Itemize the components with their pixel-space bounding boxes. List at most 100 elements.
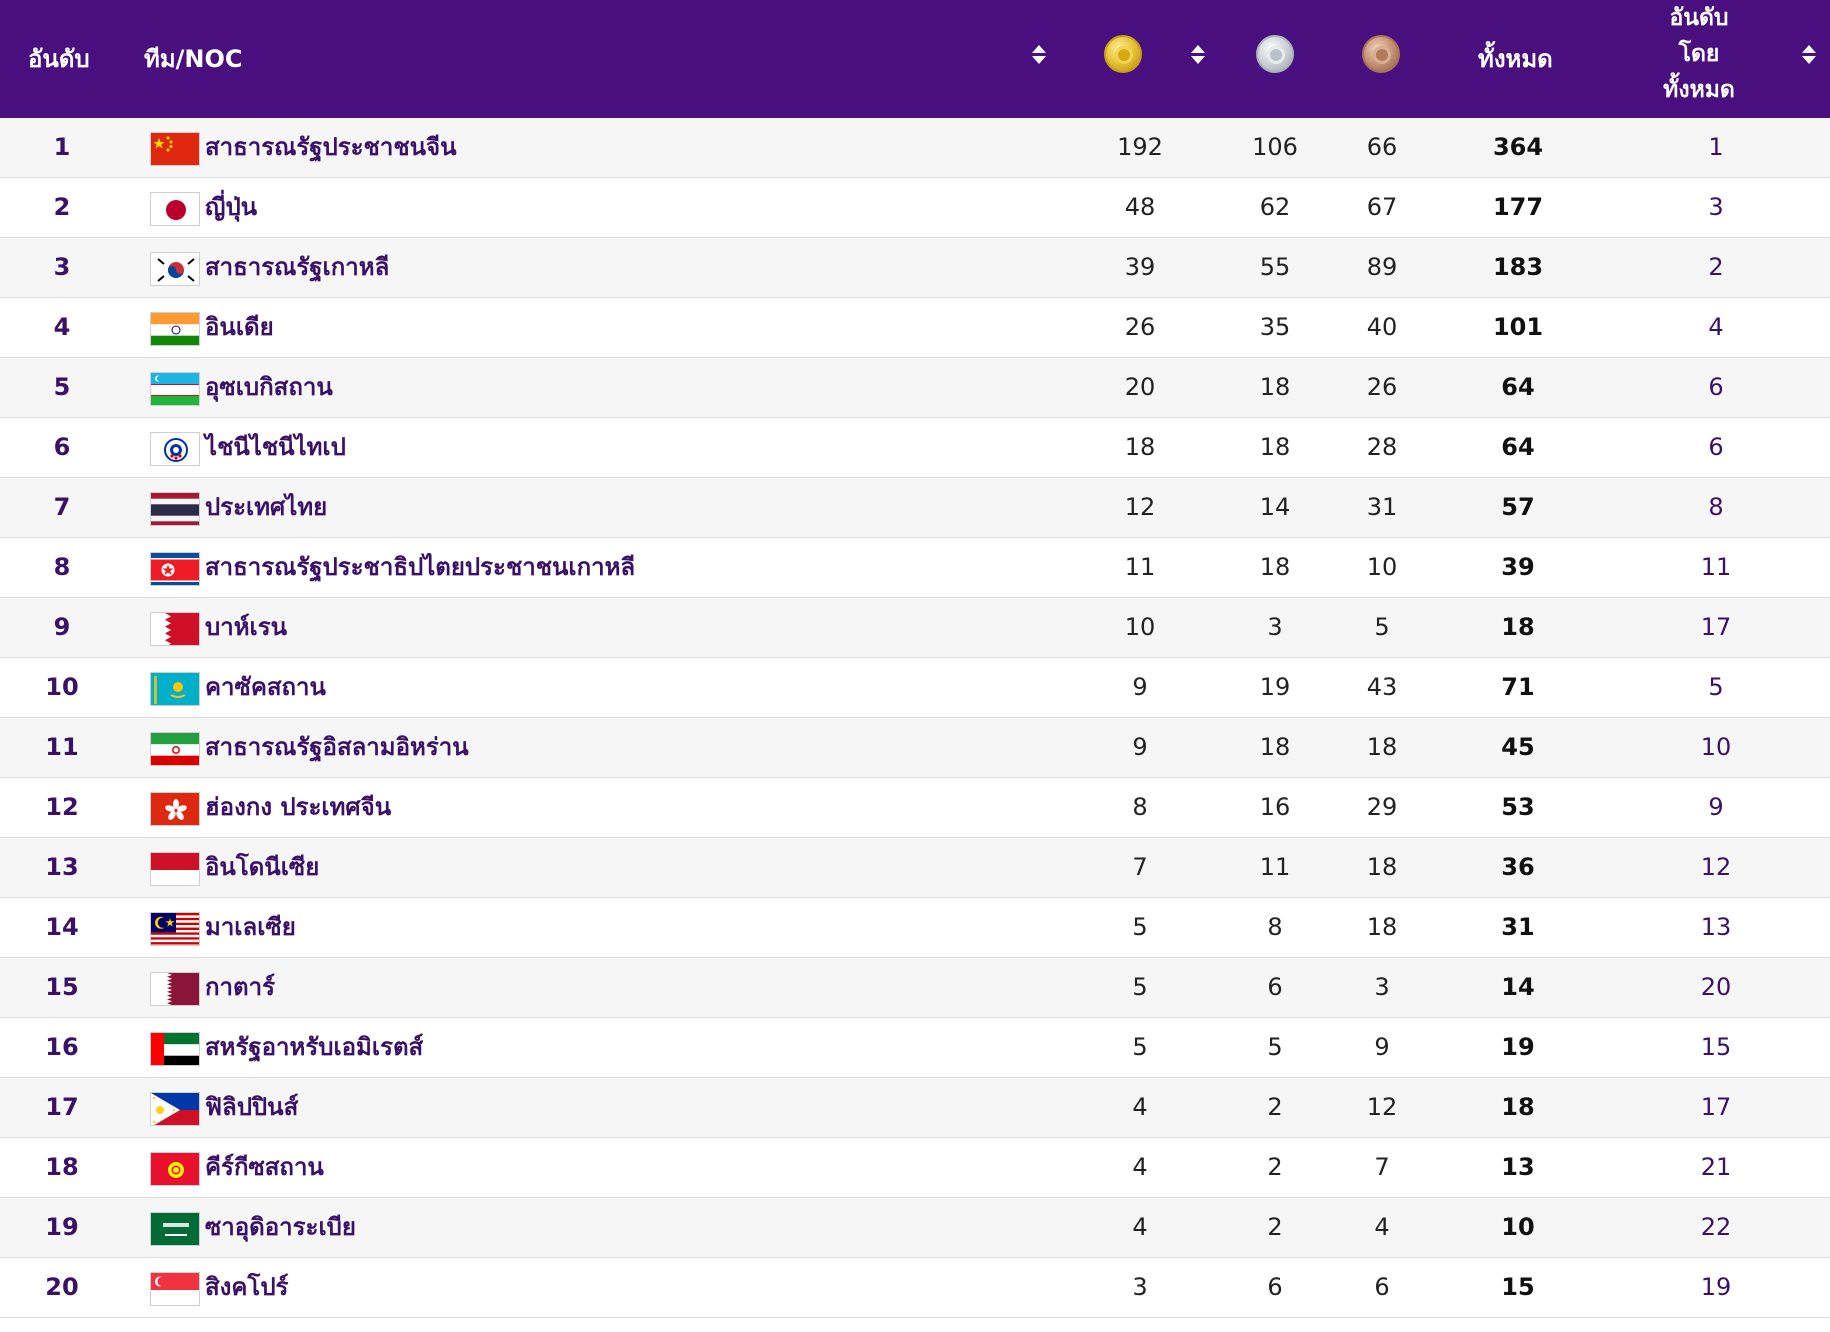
total-count: 57 — [1501, 493, 1535, 521]
table-row[interactable]: 19 ซาอุดิอาระเบีย 4 2 4 10 22 — [0, 1198, 1830, 1258]
silver-count: 55 — [1259, 253, 1291, 281]
philippines-flag-icon — [150, 1092, 200, 1126]
bronze-count: 66 — [1366, 133, 1398, 161]
team-name-link[interactable]: อินโดนีเซีย — [205, 853, 320, 881]
rank-by-total-cell: 17 — [1700, 613, 1732, 641]
team-name-link[interactable]: บาห์เรน — [205, 613, 288, 641]
total-count: 101 — [1492, 313, 1544, 341]
bronze-count: 43 — [1366, 673, 1398, 701]
team-name-link[interactable]: สาธารณรัฐอิสลามอิหร่าน — [205, 733, 469, 761]
gold-medal-icon — [1104, 35, 1142, 73]
bronze-count: 7 — [1374, 1153, 1390, 1181]
silver-count: 18 — [1259, 553, 1291, 581]
rank-by-total-line-1: อันดับ — [1669, 5, 1729, 31]
rank-cell: 2 — [53, 193, 71, 221]
table-row[interactable]: 12 ฮ่องกง ประเทศจีน 8 16 29 53 9 — [0, 778, 1830, 838]
silver-count: 8 — [1267, 913, 1283, 941]
bronze-count: 89 — [1366, 253, 1398, 281]
table-row[interactable]: 1 สาธารณรัฐประชาชนจีน 192 106 66 364 1 — [0, 118, 1830, 178]
table-row[interactable]: 17 ฟิลิปปินส์ 4 2 12 18 17 — [0, 1078, 1830, 1138]
silver-count: 2 — [1267, 1213, 1283, 1241]
team-name-link[interactable]: คีร์กีซสถาน — [205, 1153, 324, 1181]
table-row[interactable]: 2 ญี่ปุ่น 48 62 67 177 3 — [0, 178, 1830, 238]
team-name-link[interactable]: อินเดีย — [205, 313, 274, 341]
rank-by-total-line-3: ทั้งหมด — [1663, 77, 1735, 103]
team-name-link[interactable]: สาธารณรัฐประชาธิปไตยประชาชนเกาหลี — [205, 553, 636, 581]
rank-by-total-column-header[interactable]: อันดับ โดย ทั้งหมด — [1648, 0, 1750, 108]
team-name-link[interactable]: ฮ่องกง ประเทศจีน — [205, 793, 392, 821]
team-name-link[interactable]: สหรัฐอาหรับเอมิเรตส์ — [205, 1033, 424, 1061]
rank-cell: 7 — [53, 493, 71, 521]
team-name-link[interactable]: สาธารณรัฐประชาชนจีน — [205, 133, 457, 161]
japan-flag-icon — [150, 192, 200, 226]
total-count: 19 — [1501, 1033, 1535, 1061]
team-name-link[interactable]: ญี่ปุ่น — [205, 193, 258, 221]
table-row[interactable]: 8 สาธารณรัฐประชาธิปไตยประชาชนเกาหลี 11 18 10… — [0, 538, 1830, 598]
malaysia-flag-icon — [150, 912, 200, 946]
thailand-flag-icon — [150, 492, 200, 526]
total-count: 64 — [1501, 433, 1535, 461]
team-name-link[interactable]: ซาอุดิอาระเบีย — [205, 1213, 356, 1241]
team-name-link[interactable]: สาธารณรัฐเกาหลี — [205, 253, 390, 281]
uzbekistan-flag-icon — [150, 372, 200, 406]
silver-count: 2 — [1267, 1153, 1283, 1181]
gold-count: 5 — [1132, 973, 1148, 1001]
table-row[interactable]: 18 คีร์กีซสถาน 4 2 7 13 21 — [0, 1138, 1830, 1198]
table-row[interactable]: 3 สาธารณรัฐเกาหลี 39 55 89 183 2 — [0, 238, 1830, 298]
singapore-flag-icon — [150, 1272, 200, 1306]
table-row[interactable]: 20 สิงคโปร์ 3 6 6 15 19 — [0, 1258, 1830, 1318]
kazakhstan-flag-icon — [150, 672, 200, 706]
chinese-taipei-flag-icon — [150, 432, 200, 466]
rank-by-total-cell: 17 — [1700, 1093, 1732, 1121]
india-flag-icon — [150, 312, 200, 346]
table-row[interactable]: 11 สาธารณรัฐอิสลามอิหร่าน 9 18 18 45 10 — [0, 718, 1830, 778]
team-column-header[interactable]: ทีม/NOC — [144, 45, 243, 73]
silver-count: 16 — [1259, 793, 1291, 821]
table-row[interactable]: 10 คาซัคสถาน 9 19 43 71 5 — [0, 658, 1830, 718]
table-row[interactable]: 9 บาห์เรน 10 3 5 18 17 — [0, 598, 1830, 658]
table-row[interactable]: 15 กาตาร์ 5 6 3 14 20 — [0, 958, 1830, 1018]
gold-count: 192 — [1117, 133, 1163, 161]
rank-cell: 11 — [45, 733, 79, 761]
team-name-link[interactable]: กาตาร์ — [205, 973, 275, 1001]
team-name-link[interactable]: คาซัคสถาน — [205, 673, 326, 701]
team-name-link[interactable]: ประเทศไทย — [205, 493, 328, 521]
silver-count: 11 — [1259, 853, 1291, 881]
total-count: 183 — [1492, 253, 1544, 281]
rank-cell: 9 — [53, 613, 71, 641]
team-name-link[interactable]: มาเลเซีย — [205, 913, 296, 941]
rank-by-total-cell: 19 — [1700, 1273, 1732, 1301]
table-row[interactable]: 14 มาเลเซีย 5 8 18 31 13 — [0, 898, 1830, 958]
bronze-count: 26 — [1366, 373, 1398, 401]
gold-count: 5 — [1132, 1033, 1148, 1061]
team-name-link[interactable]: ไชนีไชนีไทเป — [205, 433, 346, 461]
team-name-link[interactable]: สิงคโปร์ — [205, 1273, 289, 1301]
total-count: 36 — [1501, 853, 1535, 881]
rank-by-total-cell: 6 — [1708, 433, 1724, 461]
bronze-count: 40 — [1366, 313, 1398, 341]
rank-by-total-cell: 8 — [1708, 493, 1724, 521]
gold-count: 9 — [1132, 673, 1148, 701]
table-row[interactable]: 4 อินเดีย 26 35 40 101 4 — [0, 298, 1830, 358]
total-count: 18 — [1501, 1093, 1535, 1121]
rank-by-total-cell: 2 — [1708, 253, 1724, 281]
table-row[interactable]: 16 สหรัฐอาหรับเอมิเรตส์ 5 5 9 19 15 — [0, 1018, 1830, 1078]
table-row[interactable]: 13 อินโดนีเซีย 7 11 18 36 12 — [0, 838, 1830, 898]
kyrgyzstan-flag-icon — [150, 1152, 200, 1186]
rank-by-total-cell: 3 — [1708, 193, 1724, 221]
team-name-link[interactable]: ฟิลิปปินส์ — [205, 1093, 299, 1121]
total-count: 45 — [1501, 733, 1535, 761]
total-column-header[interactable]: ทั้งหมด — [1478, 45, 1553, 73]
rank-cell: 1 — [53, 133, 71, 161]
rank-column-header[interactable]: อันดับ — [28, 45, 90, 73]
bronze-count: 4 — [1374, 1213, 1390, 1241]
gold-count: 20 — [1124, 373, 1156, 401]
table-row[interactable]: 5 อุซเบกิสถาน 20 18 26 64 6 — [0, 358, 1830, 418]
rank-cell: 15 — [45, 973, 79, 1001]
bronze-count: 18 — [1366, 733, 1398, 761]
table-row[interactable]: 7 ประเทศไทย 12 14 31 57 8 — [0, 478, 1830, 538]
rank-cell: 8 — [53, 553, 71, 581]
team-name-link[interactable]: อุซเบกิสถาน — [205, 373, 333, 401]
rank-by-total-cell: 10 — [1700, 733, 1732, 761]
table-row[interactable]: 6 ไชนีไชนีไทเป 18 18 28 64 6 — [0, 418, 1830, 478]
